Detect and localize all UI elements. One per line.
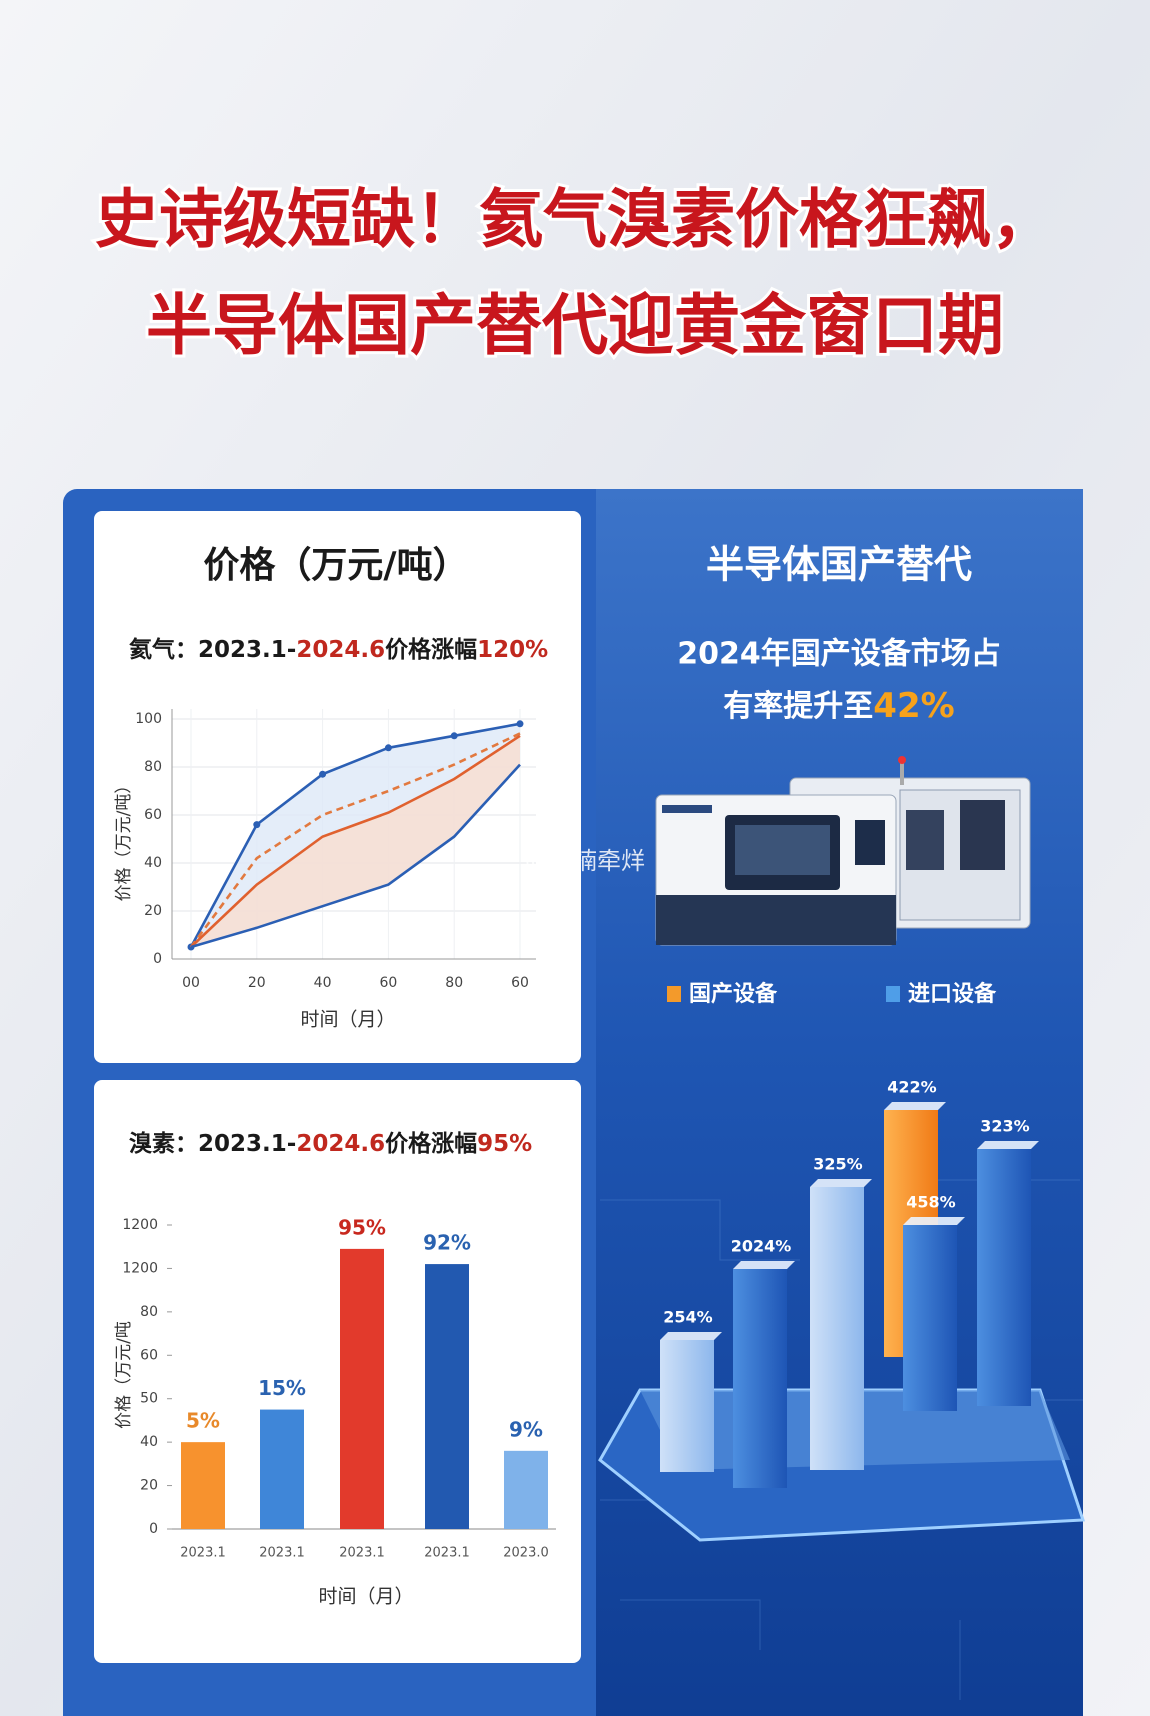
illustration-bar-label: 323% [980,1117,1029,1136]
y-tick-label: 1200 [122,1260,158,1276]
x-tick-label: 00 [182,975,200,991]
subtitle-part: 2024.6 [296,1131,385,1157]
illustration-bar-top [884,1102,946,1110]
panel-title: 半导体国产替代 [706,543,972,587]
x-tick-label: 60 [511,975,529,991]
line [189,732,521,948]
illustration-bar-top [660,1332,722,1340]
y-tick-label: 0 [149,1521,158,1537]
y-tick-label: 40 [140,1434,158,1450]
bar [181,1442,225,1529]
bar [340,1248,384,1529]
y-axis-label: 价格（万元/吨） [114,777,134,902]
illustration-bar-label: 254% [663,1308,712,1327]
x-axis-label: 时间（月） [300,1009,395,1031]
y-tick-label: 80 [140,1304,158,1320]
y-tick-label: 0 [153,951,162,967]
legend-swatch [667,986,681,1002]
subtitle-part: 2024.6 [296,637,385,663]
x-tick-label: 2023.1 [259,1546,305,1561]
chart-title: 价格（万元/吨） [203,545,468,586]
bar-annotation: 5% [186,1409,220,1433]
x-tick-label: 2023.1 [339,1546,385,1561]
panel-text: 2024年国产设备市场占 [677,637,1001,672]
bar [504,1450,548,1529]
illustration-bar-label: 325% [813,1155,862,1174]
x-tick-label: 2023.1 [424,1546,470,1561]
illustration-bar [810,1187,864,1470]
subtitle: 溴素：2023.1-2024.6价格涨幅95% [129,1130,532,1157]
y-tick-label: 1200 [122,1217,158,1233]
line [190,763,521,949]
legend-swatch [886,986,900,1002]
panel-highlight: 42% [873,686,954,726]
bar-annotation: 92% [423,1231,471,1255]
illustration-bar-label: 2024% [731,1237,792,1256]
subtitle-part: 氦气：2023.1- [129,636,296,663]
x-tick-label: 80 [445,975,463,991]
marker [384,744,392,752]
illustration-bar [977,1149,1031,1406]
subtitle: 氦气：2023.1-2024.6价格涨幅120% [129,636,548,663]
y-tick-label: 60 [140,1347,158,1363]
illustration-bar-label: 422% [887,1078,936,1097]
y-tick-label: 60 [144,807,162,823]
y-tick-label: 100 [135,711,162,727]
x-tick-label: 20 [248,975,266,991]
illustration-bar [903,1225,957,1411]
bar-annotation: 15% [258,1376,306,1400]
panel-text-part: 有率提升至 [723,689,873,724]
marker [516,720,524,728]
illustration-bar [733,1269,787,1488]
illustration-bar-label: 458% [906,1193,955,1212]
bar-annotation: 9% [509,1417,543,1441]
y-tick-label: 50 [140,1391,158,1407]
y-axis-label: 价格（万元/吨 [114,1321,134,1429]
legend-label: 进口设备 [908,981,997,1007]
illustration-bar-top [733,1261,795,1269]
y-tick-label: 20 [140,1478,158,1494]
page-title: 半导体国产替代迎黄金窗口期 [146,287,1004,364]
x-tick-label: 2023.1 [180,1546,226,1561]
marker [450,732,458,740]
legend-label: 国产设备 [689,981,778,1007]
bar [260,1409,304,1529]
illustration-bar-top [977,1141,1039,1149]
illustration-bar-top [903,1217,965,1225]
y-tick-label: 20 [144,903,162,919]
x-tick-label: 40 [314,975,332,991]
marker [253,821,261,829]
card [94,1080,581,1663]
y-tick-label: 80 [144,759,162,775]
bar-annotation: 95% [338,1215,386,1239]
subtitle-part: 95% [477,1131,532,1157]
illustration-bar-top [810,1179,872,1187]
marker [319,770,327,778]
y-tick-label: 40 [144,855,162,871]
subtitle-part: 价格涨幅 [385,636,477,663]
subtitle-part: 溴素：2023.1- [129,1130,296,1157]
x-axis-label: 时间（月） [318,1586,413,1608]
subtitle-part: 120% [477,637,548,663]
watermark: @楠楠牵烊 [525,847,645,875]
bar [425,1264,469,1529]
x-tick-label: 60 [379,975,397,991]
subtitle-part: 价格涨幅 [385,1130,477,1157]
panel-text: 有率提升至42% [723,686,954,726]
x-tick-label: 2023.0 [503,1546,549,1561]
illustration-bar [660,1340,714,1472]
page-title: 史诗级短缺！氦气溴素价格狂飙， [95,184,1055,258]
equipment-illustration [655,756,1031,946]
line [189,722,521,948]
line [190,734,521,948]
